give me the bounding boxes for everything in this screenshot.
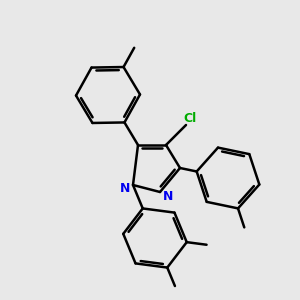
Text: N: N [120,182,130,194]
Text: Cl: Cl [183,112,196,124]
Text: Cl: Cl [183,112,196,124]
Text: N: N [163,190,173,203]
Text: N: N [120,182,130,194]
Text: N: N [163,190,173,203]
